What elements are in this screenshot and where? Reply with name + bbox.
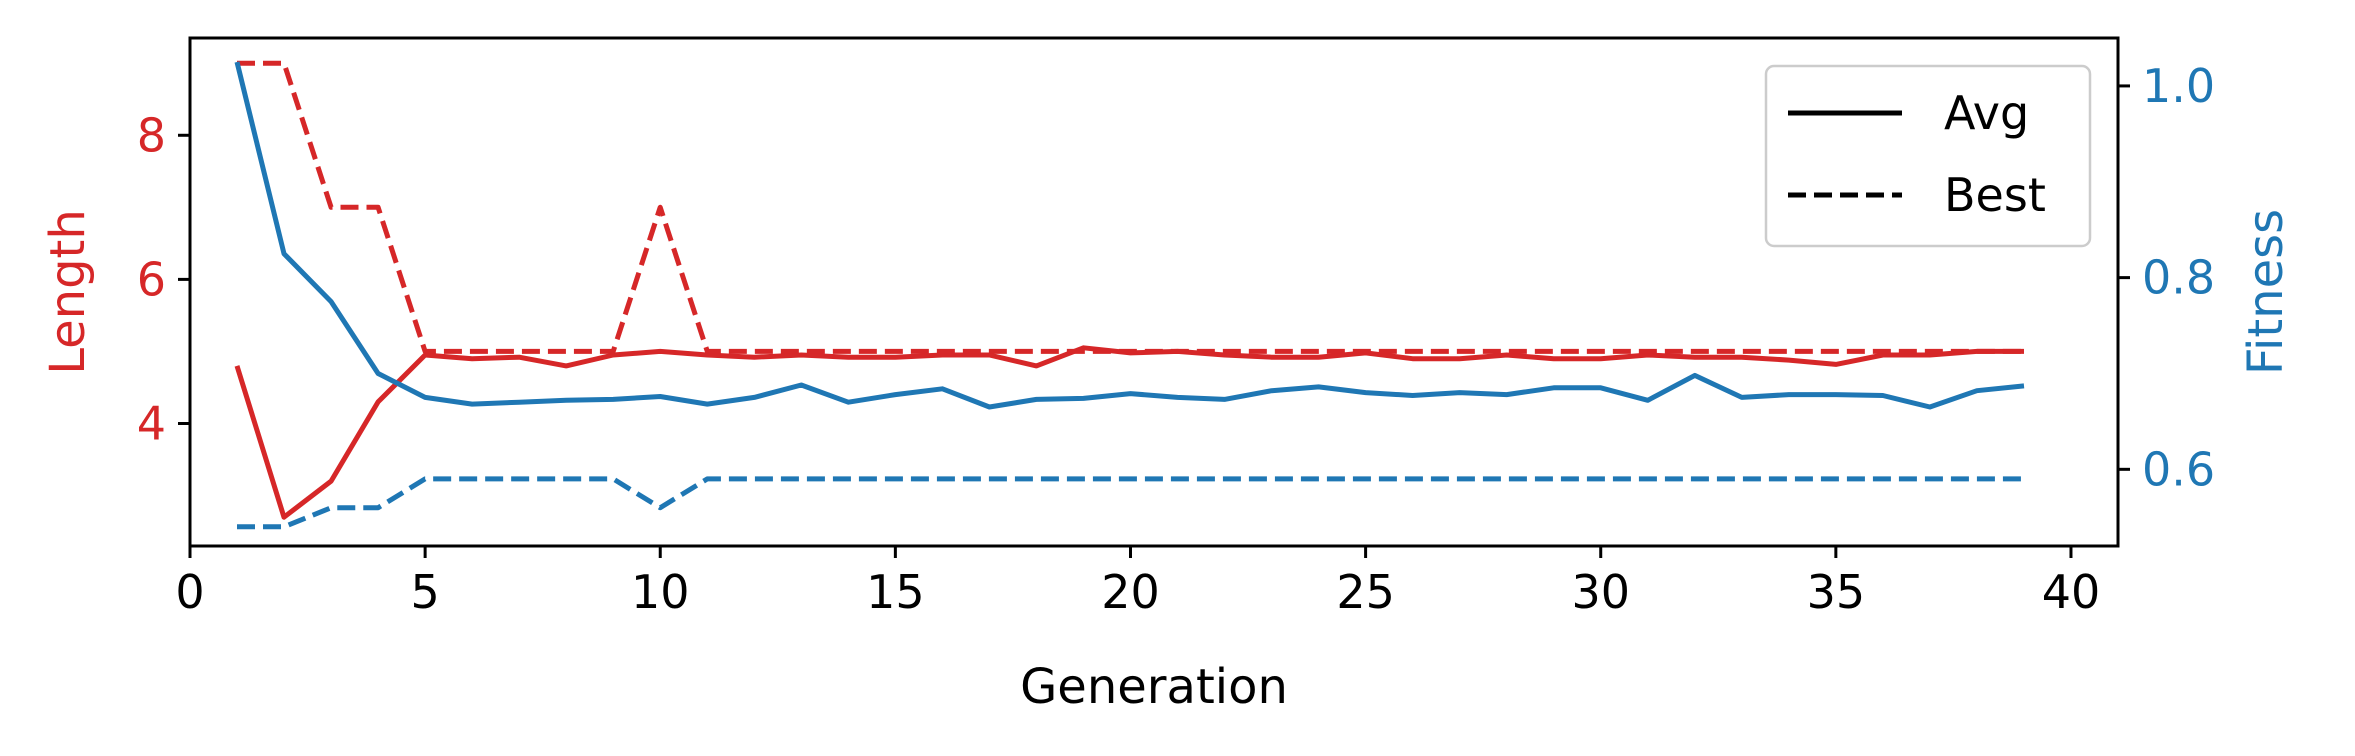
legend-best-label: Best — [1944, 168, 2046, 222]
x-tick-label: 10 — [631, 565, 690, 619]
x-tick-label: 15 — [866, 565, 925, 619]
y-axis-right: 0.6 0.8 1.0 — [2118, 59, 2215, 496]
y-right-tick-label: 0.8 — [2142, 251, 2215, 305]
series-line-fitness-avg — [234, 61, 2025, 410]
x-tick-label: 35 — [1807, 565, 1866, 619]
x-axis-title: Generation — [1020, 659, 1288, 715]
x-tick-label: 0 — [175, 565, 204, 619]
x-axis: 0 5 10 15 20 25 30 35 40 — [175, 546, 2100, 619]
legend: Avg Best — [1764, 64, 2092, 248]
y-right-tick-label: 1.0 — [2142, 59, 2215, 113]
y-left-tick-label: 8 — [137, 108, 166, 162]
x-tick-label: 30 — [1571, 565, 1630, 619]
y-left-tick-label: 4 — [137, 397, 166, 451]
series-layer — [234, 60, 2025, 530]
legend-avg-label: Avg — [1944, 86, 2029, 140]
series-line-length-best — [237, 60, 2024, 354]
x-tick-label: 40 — [2042, 565, 2101, 619]
y-axis-left-title: Length — [40, 209, 96, 375]
series-line-fitness-best — [237, 476, 2024, 530]
y-axis-right-title: Fitness — [2238, 209, 2294, 375]
y-axis-left: 4 6 8 — [137, 108, 190, 451]
series-line-length-avg — [234, 345, 2024, 520]
x-tick-label: 25 — [1336, 565, 1395, 619]
y-right-tick-label: 0.6 — [2142, 442, 2215, 496]
x-tick-label: 5 — [410, 565, 439, 619]
y-left-tick-label: 6 — [137, 252, 166, 306]
x-tick-label: 20 — [1101, 565, 1160, 619]
plot-frame — [188, 36, 2120, 548]
